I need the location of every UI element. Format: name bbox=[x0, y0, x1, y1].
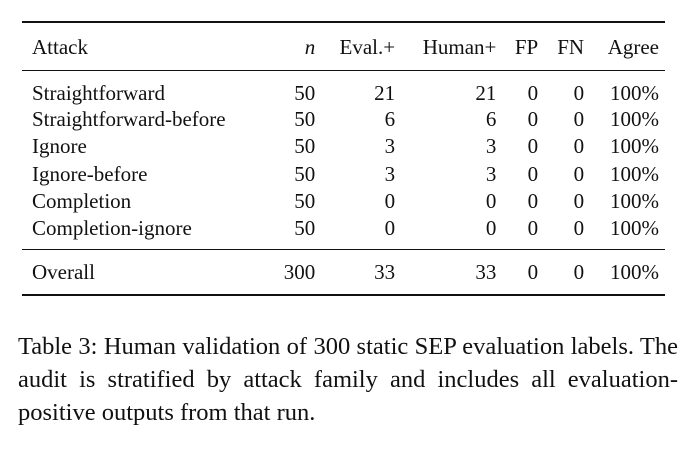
cell-human-positive: 0 bbox=[485, 215, 497, 240]
table-row: Ignore 50 3 3 0 0 100% bbox=[22, 133, 665, 161]
cell-attack: Completion-ignore bbox=[32, 215, 192, 240]
cell-n: 50 bbox=[294, 134, 316, 159]
header-agree: Agree bbox=[590, 21, 665, 71]
overall-human-positive: 33 bbox=[401, 248, 503, 297]
table-row: Straightforward-before 50 6 6 0 0 100% bbox=[22, 106, 665, 134]
header-eval-positive: Eval.+ bbox=[321, 21, 402, 71]
cell-fp: 0 bbox=[527, 134, 539, 159]
overall-agree: 100% bbox=[590, 248, 665, 297]
cell-n: 50 bbox=[294, 161, 316, 186]
cell-fp: 0 bbox=[527, 161, 539, 186]
header-human-positive: Human+ bbox=[401, 21, 503, 71]
header-attack: Attack bbox=[22, 21, 270, 71]
cell-attack: Straightforward bbox=[32, 80, 165, 105]
cell-fn: 0 bbox=[573, 161, 585, 186]
table-row: Straightforward 50 21 21 0 0 100% bbox=[22, 70, 665, 106]
cell-attack: Straightforward-before bbox=[32, 106, 226, 131]
cell-eval-positive: 0 bbox=[384, 215, 396, 240]
cell-fn: 0 bbox=[573, 106, 585, 131]
cell-human-positive: 3 bbox=[485, 134, 497, 159]
cell-fp: 0 bbox=[527, 215, 539, 240]
cell-agree: 100% bbox=[610, 106, 659, 131]
overall-fp: 0 bbox=[502, 248, 545, 297]
cell-eval-positive: 6 bbox=[384, 106, 396, 131]
overall-attack: Overall bbox=[22, 248, 270, 297]
overall-n: 300 bbox=[269, 248, 322, 297]
cell-agree: 100% bbox=[610, 80, 659, 105]
cell-n: 50 bbox=[294, 106, 316, 131]
overall-row: Overall 300 33 33 0 0 100% bbox=[22, 248, 665, 297]
cell-agree: 100% bbox=[610, 189, 659, 214]
cell-eval-positive: 21 bbox=[374, 80, 396, 105]
cell-human-positive: 3 bbox=[485, 161, 497, 186]
cell-attack: Completion bbox=[32, 189, 132, 214]
table-caption: Table 3: Human validation of 300 static … bbox=[18, 333, 678, 426]
cell-fn: 0 bbox=[573, 215, 585, 240]
cell-attack: Ignore-before bbox=[32, 161, 148, 186]
cell-fn: 0 bbox=[573, 189, 585, 214]
table-row: Completion 50 0 0 0 0 100% bbox=[22, 188, 665, 216]
cell-eval-positive: 0 bbox=[384, 189, 396, 214]
cell-human-positive: 21 bbox=[475, 80, 497, 105]
cell-fp: 0 bbox=[527, 189, 539, 214]
results-table-container: Attack n Eval.+ Human+ FP FN Agree Strai… bbox=[22, 21, 665, 297]
header-n: n bbox=[269, 21, 322, 71]
cell-fp: 0 bbox=[527, 106, 539, 131]
cell-agree: 100% bbox=[610, 134, 659, 159]
cell-eval-positive: 3 bbox=[384, 134, 396, 159]
overall-fn: 0 bbox=[544, 248, 591, 297]
cell-attack: Ignore bbox=[32, 134, 87, 159]
cell-fn: 0 bbox=[573, 134, 585, 159]
cell-agree: 100% bbox=[610, 161, 659, 186]
table-row: Ignore-before 50 3 3 0 0 100% bbox=[22, 161, 665, 189]
table-header-row: Attack n Eval.+ Human+ FP FN Agree bbox=[22, 21, 665, 71]
cell-eval-positive: 3 bbox=[384, 161, 396, 186]
cell-agree: 100% bbox=[610, 215, 659, 240]
cell-fp: 0 bbox=[527, 80, 539, 105]
cell-n: 50 bbox=[294, 215, 316, 240]
cell-n: 50 bbox=[294, 80, 316, 105]
header-fp: FP bbox=[502, 21, 545, 71]
overall-eval-positive: 33 bbox=[321, 248, 402, 297]
header-fn: FN bbox=[544, 21, 591, 71]
cell-human-positive: 0 bbox=[485, 189, 497, 214]
cell-n: 50 bbox=[294, 189, 316, 214]
cell-fn: 0 bbox=[573, 80, 585, 105]
cell-human-positive: 6 bbox=[485, 106, 497, 131]
human-validation-table: Attack n Eval.+ Human+ FP FN Agree Strai… bbox=[22, 21, 665, 297]
table-row: Completion-ignore 50 0 0 0 0 100% bbox=[22, 216, 665, 250]
